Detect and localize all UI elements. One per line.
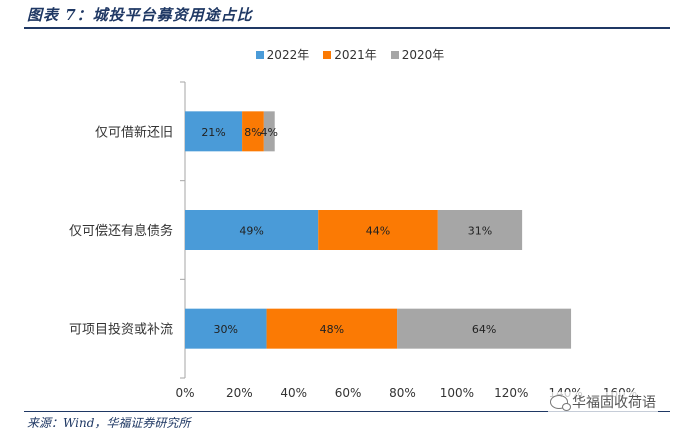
data-label: 64% [472, 323, 496, 336]
bar-segment [185, 308, 267, 349]
figure-title: 图表 7：城投平台募资用途占比 [27, 6, 253, 24]
legend-item-2022: 2022年 [255, 46, 310, 63]
data-label: 31% [468, 225, 492, 238]
category-label: 可项目投资或补流 [69, 322, 173, 338]
watermark: 华福固收荷语 [548, 392, 658, 412]
x-tick-label: 40% [280, 386, 307, 400]
source-note: 来源：Wind，华福证券研究所 [27, 416, 191, 430]
x-tick-label: 60% [335, 386, 362, 400]
source-divider [24, 411, 670, 412]
legend: 2022年 2021年 2020年 [0, 46, 700, 63]
legend-label-2022: 2022年 [266, 48, 310, 62]
legend-label-2021: 2021年 [334, 48, 377, 62]
legend-item-2021: 2021年 [323, 46, 377, 63]
legend-item-2020: 2020年 [390, 46, 445, 63]
legend-swatch-2021 [323, 50, 332, 59]
bar-segment [185, 210, 319, 250]
x-tick-label: 20% [226, 386, 253, 400]
bar-segment [397, 308, 572, 349]
category-label: 仅可偿还有息债务 [69, 223, 173, 239]
x-tick-label: 0% [175, 386, 194, 400]
bar-segment [318, 210, 438, 250]
data-label: 49% [239, 225, 263, 238]
bar-segment [242, 111, 264, 152]
title-divider [24, 27, 670, 29]
x-tick-label: 120% [494, 386, 528, 400]
data-label: 4% [261, 126, 278, 139]
legend-label-2020: 2020年 [401, 48, 445, 62]
x-tick-label: 80% [389, 386, 416, 400]
x-tick-label: 100% [440, 386, 474, 400]
watermark-text: 华福固收荷语 [572, 395, 656, 411]
data-label: 30% [214, 323, 238, 336]
bar-segment [437, 210, 523, 250]
legend-swatch-2022 [255, 50, 264, 59]
legend-swatch-2020 [390, 50, 399, 59]
bar-segment [185, 111, 243, 152]
data-label: 21% [201, 126, 225, 139]
wechat-icon [550, 395, 571, 411]
data-label: 44% [366, 225, 390, 238]
category-label: 仅可借新还旧 [95, 124, 173, 140]
bar-segment [263, 111, 275, 152]
data-label: 48% [320, 323, 344, 336]
data-label: 8% [244, 126, 261, 139]
bar-segment [266, 308, 398, 349]
